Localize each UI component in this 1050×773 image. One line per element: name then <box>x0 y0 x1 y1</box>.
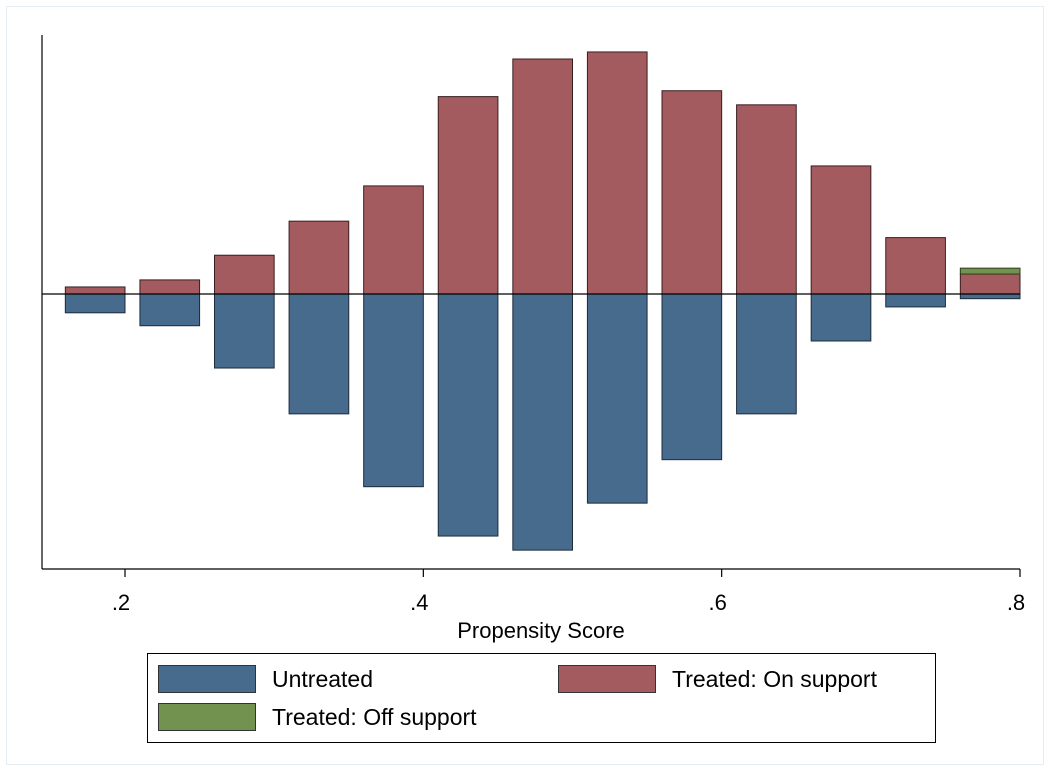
bar-treated-on-support <box>810 165 872 295</box>
bar-treated-on-support <box>736 104 797 295</box>
x-tick-label: .8 <box>1007 590 1025 615</box>
bar-untreated <box>885 293 946 308</box>
bar-untreated <box>736 293 797 415</box>
bar-treated-on-support <box>661 90 723 295</box>
x-ticks-group: .2 .4 .6 .8 <box>112 569 1025 615</box>
legend-swatch-treated-off-support <box>158 703 256 731</box>
bar-treated-on-support <box>437 96 499 295</box>
legend-label-treated-off-support: Treated: Off support <box>272 703 477 730</box>
bar-untreated <box>363 293 424 488</box>
x-tick-label: .4 <box>410 590 428 615</box>
bar-untreated <box>64 293 126 314</box>
legend-item-treated-on-support: Treated: On support <box>558 665 877 693</box>
legend-item-untreated: Untreated <box>158 665 373 693</box>
bars-group <box>64 51 1021 551</box>
x-axis-title: Propensity Score <box>457 618 625 643</box>
bar-treated-on-support <box>288 220 350 295</box>
legend: Untreated Treated: On support Treated: O… <box>147 653 936 743</box>
bar-treated-on-support <box>885 237 946 295</box>
bar-treated-on-support <box>959 273 1021 295</box>
bar-untreated <box>437 293 499 537</box>
bar-untreated <box>288 293 350 415</box>
bar-untreated <box>661 293 723 461</box>
bar-treated-on-support <box>586 51 648 295</box>
x-tick-label: .6 <box>708 590 726 615</box>
legend-swatch-treated-on-support <box>558 665 656 693</box>
legend-label-treated-on-support: Treated: On support <box>672 665 877 692</box>
bar-untreated <box>810 293 872 342</box>
legend-label-untreated: Untreated <box>272 665 374 692</box>
bar-treated-on-support <box>512 58 573 295</box>
bar-untreated <box>214 293 275 369</box>
bar-treated-off-support <box>959 267 1021 275</box>
bar-untreated <box>586 293 648 504</box>
legend-item-treated-off-support: Treated: Off support <box>158 703 477 731</box>
bar-treated-on-support <box>139 279 201 295</box>
bar-treated-on-support <box>214 254 275 295</box>
x-tick-label: .2 <box>112 590 130 615</box>
bar-treated-on-support <box>363 185 424 295</box>
bar-untreated <box>512 293 573 551</box>
legend-swatch-untreated <box>158 665 256 693</box>
bar-treated-on-support <box>64 286 126 295</box>
bar-untreated <box>959 293 1021 300</box>
bar-untreated <box>139 293 201 327</box>
